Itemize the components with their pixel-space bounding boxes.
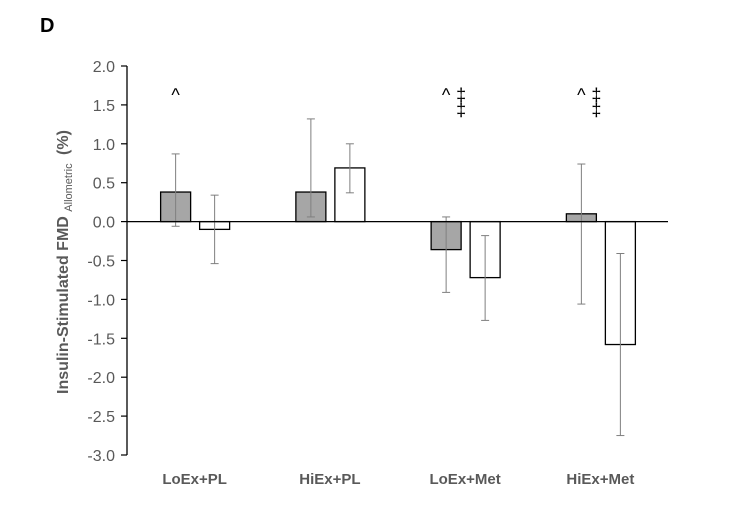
- y-tick-label: -1.0: [87, 292, 115, 309]
- double-dagger-annotation: ‡: [456, 100, 466, 120]
- caret-annotation: ^: [577, 85, 586, 105]
- y-tick-label: 1.5: [93, 98, 115, 115]
- y-tick-label: -3.0: [87, 448, 115, 465]
- y-tick-label: -2.0: [87, 370, 115, 387]
- y-tick-label: -2.5: [87, 409, 115, 426]
- x-category-label: HiEx+Met: [566, 471, 634, 488]
- x-category-label: LoEx+PL: [162, 471, 227, 488]
- y-tick-label: 2.0: [93, 59, 115, 76]
- y-tick-label: 1.0: [93, 137, 115, 154]
- caret-annotation: ^: [171, 85, 180, 105]
- svg-text:Insulin-Stimulated FMD A: Insulin-Stimulated FMD Allometric (%): [55, 130, 76, 394]
- y-axis-label-main: Insulin-Stimulated FMD: [55, 216, 72, 394]
- y-tick-label: 0.0: [93, 215, 115, 232]
- y-tick-label: 0.5: [93, 176, 115, 193]
- caret-annotation: ^: [442, 85, 451, 105]
- double-dagger-annotation: ‡: [591, 100, 601, 120]
- double-dagger-annotation: ‡: [456, 85, 466, 105]
- x-category-label: HiEx+PL: [299, 471, 360, 488]
- y-tick-label: -0.5: [87, 254, 115, 271]
- double-dagger-annotation: ‡: [591, 85, 601, 105]
- panel-label: D: [40, 15, 54, 37]
- y-axis-label-sub: Allometric: [63, 163, 75, 212]
- y-axis-label-unit: (%): [55, 130, 72, 155]
- x-category-label: LoEx+Met: [429, 471, 500, 488]
- y-axis-label: Insulin-Stimulated FMD Allometric (%): [55, 130, 76, 394]
- y-tick-label: -1.5: [87, 331, 115, 348]
